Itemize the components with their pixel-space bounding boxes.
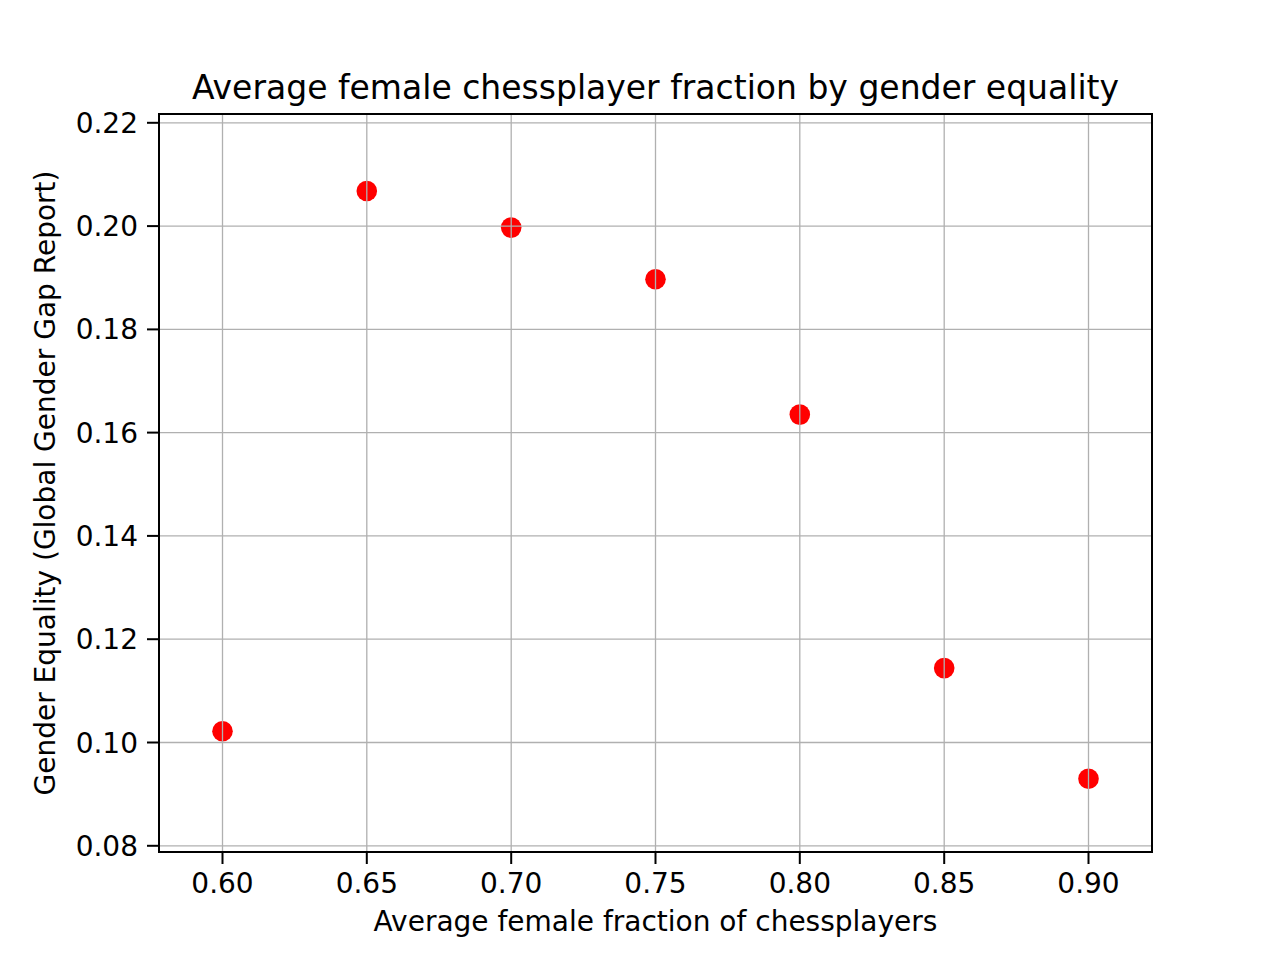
y-tick-label: 0.12	[76, 623, 138, 656]
y-tick-label: 0.10	[76, 727, 138, 760]
x-tick-label: 0.85	[913, 867, 975, 900]
y-tick-label: 0.20	[76, 210, 138, 243]
x-tick-label: 0.75	[624, 867, 686, 900]
x-axis-label: Average female fraction of chessplayers	[374, 905, 938, 938]
y-tick-label: 0.14	[76, 520, 138, 553]
x-tick-label: 0.80	[769, 867, 831, 900]
y-axis-label: Gender Equality (Global Gender Gap Repor…	[29, 171, 62, 796]
x-tick-label: 0.60	[191, 867, 253, 900]
scatter-plot: 0.60 0.65 0.70 0.75 0.80 0.85 0.90 0.08 0.10 0.12…	[0, 0, 1280, 960]
y-tick-label: 0.18	[76, 313, 138, 346]
x-tick-label: 0.65	[336, 867, 398, 900]
x-tick-label: 0.70	[480, 867, 542, 900]
y-tick-label: 0.16	[76, 417, 138, 450]
chart-figure: 0.60 0.65 0.70 0.75 0.80 0.85 0.90 0.08 0.10 0.12…	[0, 0, 1280, 960]
chart-title: Average female chessplayer fraction by g…	[192, 68, 1119, 107]
x-tick-label: 0.90	[1057, 867, 1119, 900]
y-tick-label: 0.08	[76, 830, 138, 863]
y-tick-label: 0.22	[76, 107, 138, 140]
